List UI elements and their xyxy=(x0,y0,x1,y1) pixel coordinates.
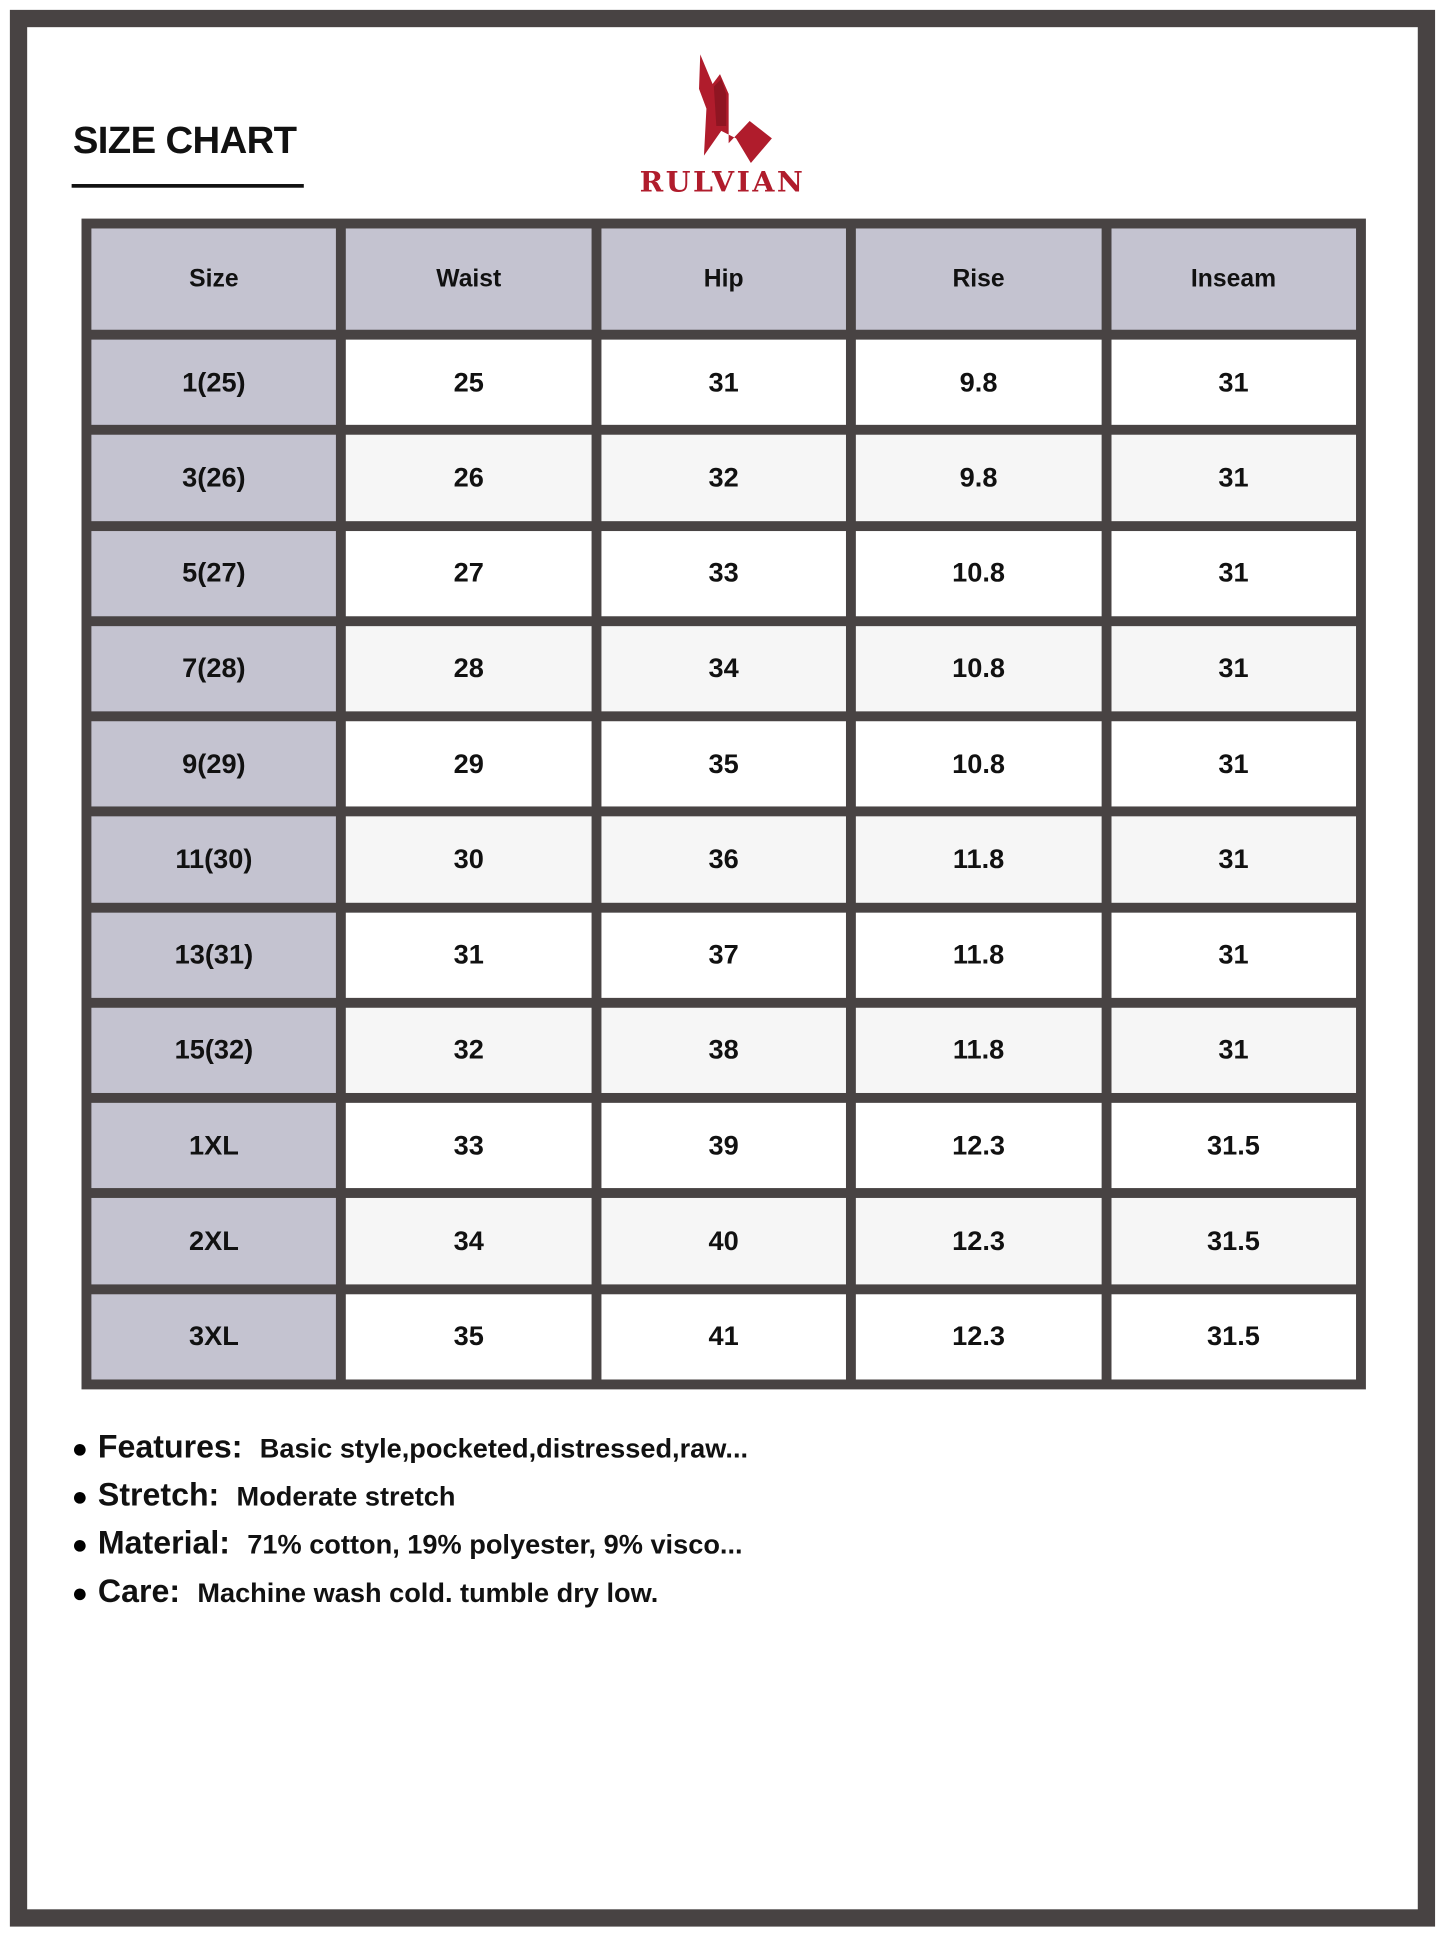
note-value: 71% cotton, 19% polyester, 9% visco... xyxy=(247,1528,743,1560)
measurement-cell: 31 xyxy=(1110,339,1357,426)
table-row: 2XL 34 40 12.3 31.5 xyxy=(91,1198,1357,1284)
note-value: Basic style,pocketed,distressed,raw... xyxy=(259,1432,749,1464)
measurement-cell: 31 xyxy=(346,912,592,998)
note-label: Care: xyxy=(97,1572,181,1610)
column-header: Hip xyxy=(601,228,847,330)
measurement-cell: 32 xyxy=(601,435,847,521)
table-row: 13(31) 31 37 11.8 31 xyxy=(91,912,1357,998)
table-row: 9(29) 29 35 10.8 31 xyxy=(91,721,1357,807)
measurement-cell: 31 xyxy=(1110,625,1357,712)
measurement-cell: 31 xyxy=(1110,1007,1357,1094)
size-cell: 7(28) xyxy=(91,625,337,712)
size-cell: 9(29) xyxy=(91,721,337,807)
table-row: 11(30) 30 36 11.8 31 xyxy=(91,816,1357,903)
column-header: Inseam xyxy=(1110,228,1357,330)
size-cell: 15(32) xyxy=(91,1007,337,1094)
table-row: 3XL 35 41 12.3 31.5 xyxy=(91,1293,1357,1380)
measurement-cell: 35 xyxy=(601,721,847,807)
header-row: Size Waist Hip Rise Inseam xyxy=(91,228,1357,330)
measurement-cell: 36 xyxy=(601,816,847,903)
measurement-cell: 38 xyxy=(601,1007,847,1094)
note-value: Machine wash cold. tumble dry low. xyxy=(197,1577,659,1608)
measurement-cell: 26 xyxy=(346,435,592,521)
measurement-cell: 39 xyxy=(601,1103,847,1189)
measurement-cell: 12.3 xyxy=(856,1198,1102,1284)
size-cell: 2XL xyxy=(91,1198,337,1284)
table-row: 1XL 33 39 12.3 31.5 xyxy=(91,1103,1357,1189)
measurement-cell: 12.3 xyxy=(856,1103,1102,1189)
measurement-cell: 31 xyxy=(601,339,847,426)
size-cell: 11(30) xyxy=(91,816,337,903)
table-row: 5(27) 27 33 10.8 31 xyxy=(91,530,1357,617)
table-row: 7(28) 28 34 10.8 31 xyxy=(91,625,1357,712)
note-value: Moderate stretch xyxy=(236,1480,456,1512)
measurement-cell: 41 xyxy=(601,1293,847,1380)
brand-logo: RULVIAN xyxy=(618,52,828,203)
size-cell: 1XL xyxy=(91,1103,337,1189)
bullet-icon: ● xyxy=(71,1528,89,1560)
measurement-cell: 31 xyxy=(1110,721,1357,807)
note-item: ● Material: 71% cotton, 19% polyester, 9% … xyxy=(72,1524,748,1572)
product-notes: ● Features: Basic style,pocketed,distresse… xyxy=(72,1428,748,1621)
table-row: 15(32) 32 38 11.8 31 xyxy=(91,1007,1357,1094)
column-header: Size xyxy=(91,228,337,330)
measurement-cell: 27 xyxy=(346,530,592,617)
page-title: SIZE CHART xyxy=(72,118,297,162)
measurement-cell: 11.8 xyxy=(856,912,1102,998)
measurement-cell: 31.5 xyxy=(1110,1103,1357,1189)
measurement-cell: 10.8 xyxy=(856,625,1102,712)
measurement-cell: 9.8 xyxy=(856,339,1102,426)
measurement-cell: 11.8 xyxy=(856,816,1102,903)
size-cell: 13(31) xyxy=(91,912,337,998)
size-cell: 5(27) xyxy=(91,530,337,617)
measurement-cell: 30 xyxy=(346,816,592,903)
measurement-cell: 9.8 xyxy=(856,435,1102,521)
size-cell: 3XL xyxy=(91,1293,337,1380)
measurement-cell: 31 xyxy=(1110,530,1357,617)
brand-name: RULVIAN xyxy=(639,165,806,199)
r-logo-icon xyxy=(699,54,772,164)
note-item: ● Care: Machine wash cold. tumble dry low. xyxy=(72,1572,748,1620)
note-label: Stretch: xyxy=(97,1475,220,1513)
measurement-cell: 32 xyxy=(346,1007,592,1094)
measurement-cell: 35 xyxy=(346,1293,592,1380)
size-cell: 3(26) xyxy=(91,435,337,521)
measurement-cell: 31.5 xyxy=(1110,1293,1357,1380)
measurement-cell: 25 xyxy=(346,339,592,426)
measurement-cell: 37 xyxy=(601,912,847,998)
table-row: 3(26) 26 32 9.8 31 xyxy=(91,435,1357,521)
note-item: ● Features: Basic style,pocketed,distresse… xyxy=(72,1428,748,1476)
measurement-cell: 31 xyxy=(1110,816,1357,903)
note-item: ● Stretch: Moderate stretch xyxy=(72,1476,748,1524)
size-cell: 1(25) xyxy=(91,339,337,426)
note-label: Material: xyxy=(97,1523,230,1562)
measurement-cell: 31.5 xyxy=(1110,1198,1357,1284)
measurement-cell: 11.8 xyxy=(856,1007,1102,1094)
measurement-cell: 33 xyxy=(346,1103,592,1189)
measurement-cell: 31 xyxy=(1110,912,1357,998)
measurement-cell: 40 xyxy=(601,1198,847,1284)
bullet-icon: ● xyxy=(71,1480,89,1512)
bullet-icon: ● xyxy=(71,1432,89,1464)
measurement-cell: 28 xyxy=(346,625,592,712)
measurement-cell: 10.8 xyxy=(856,721,1102,807)
column-header: Waist xyxy=(346,228,592,330)
measurement-cell: 31 xyxy=(1110,435,1357,521)
bullet-icon: ● xyxy=(71,1577,89,1608)
table-row: 1(25) 25 31 9.8 31 xyxy=(91,339,1357,426)
measurement-cell: 29 xyxy=(346,721,592,807)
measurement-cell: 10.8 xyxy=(856,530,1102,617)
title-underline xyxy=(71,184,304,188)
measurement-cell: 34 xyxy=(346,1198,592,1284)
measurement-cell: 33 xyxy=(601,530,847,617)
column-header: Rise xyxy=(856,228,1102,330)
measurement-cell: 34 xyxy=(601,625,847,712)
size-table: Size Waist Hip Rise Inseam 1(25) 25 31 9.8 31 3(26… xyxy=(81,218,1366,1390)
note-label: Features: xyxy=(97,1427,243,1465)
measurement-cell: 12.3 xyxy=(856,1293,1102,1380)
